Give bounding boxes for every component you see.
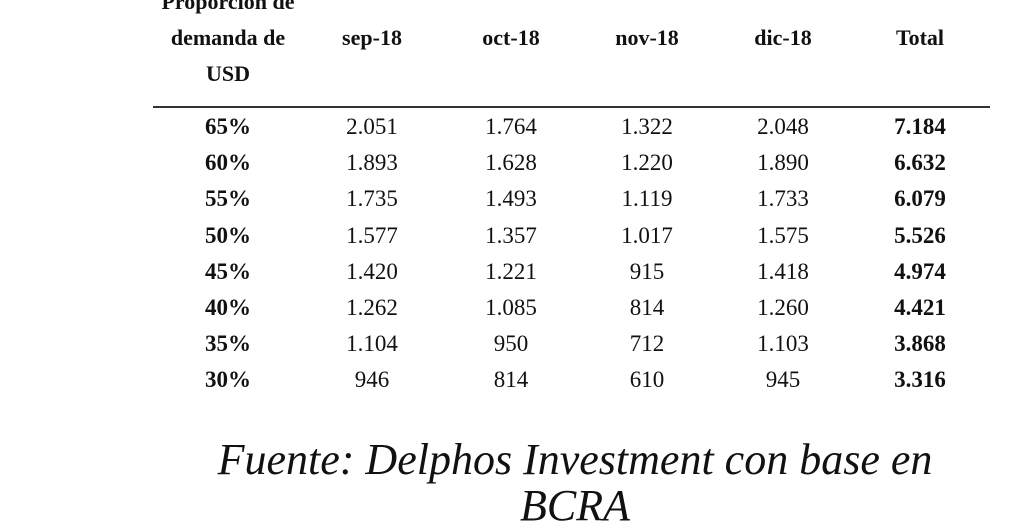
table-cell: 1.322 <box>621 114 673 139</box>
table-cell: 1.628 <box>485 150 537 176</box>
table-cell: 5.526 <box>894 222 946 248</box>
row-label: 35% <box>205 331 251 357</box>
table-cell: 1.221 <box>485 258 537 284</box>
table-cell: 1.017 <box>621 222 673 248</box>
row-label: 30% <box>205 367 251 393</box>
row-label: 65% <box>205 114 251 139</box>
table-cell: 1.575 <box>757 222 809 248</box>
table-cell: 7.184 <box>894 114 946 139</box>
table-cell: 4.421 <box>894 295 946 320</box>
table-cell: 950 <box>493 331 529 357</box>
table-cell: 1.893 <box>346 150 398 176</box>
header-rule <box>153 106 990 108</box>
source-note: Fuente: Delphos Investment con base en B… <box>217 435 933 530</box>
table-cell: 1.104 <box>346 331 398 357</box>
table-cell: 814 <box>493 367 529 393</box>
row-label: 55% <box>205 186 251 212</box>
column-header: Total <box>895 25 945 50</box>
table-cell: 2.051 <box>346 114 398 139</box>
table-cell: 1.103 <box>757 331 809 357</box>
table-cell: 1.357 <box>485 222 537 248</box>
table-cell: 1.890 <box>757 150 809 176</box>
table-cell: 1.119 <box>621 186 673 212</box>
table-cell: 1.260 <box>757 295 809 320</box>
table-cell: 1.577 <box>346 222 398 248</box>
table-cell: 3.868 <box>894 331 946 357</box>
table-cell: 1.493 <box>485 186 537 212</box>
column-header: nov-18 <box>615 25 679 50</box>
row-label: 40% <box>205 295 251 320</box>
table-cell: 712 <box>629 331 665 357</box>
row-label: 50% <box>205 222 251 248</box>
table-cell: 945 <box>765 367 801 393</box>
table-cell: 1.733 <box>757 186 809 212</box>
table-cell: 1.418 <box>757 258 809 284</box>
row-label: 60% <box>205 150 251 176</box>
table-cell: 6.079 <box>894 186 946 212</box>
table-cell: 4.974 <box>894 258 946 284</box>
table-cell: 1.764 <box>485 114 537 139</box>
table-cell: 2.048 <box>757 114 809 139</box>
table-cell: 1.735 <box>346 186 398 212</box>
table-cell: 1.420 <box>346 258 398 284</box>
table-cell: 6.632 <box>894 150 946 176</box>
table-cell: 3.316 <box>894 367 946 393</box>
column-header: oct-18 <box>482 25 540 50</box>
table-cell: 915 <box>629 258 665 284</box>
column-header: sep-18 <box>342 25 402 50</box>
table-cell: 1.262 <box>346 295 398 320</box>
column-header: dic-18 <box>754 25 812 50</box>
row-label: 45% <box>205 258 251 284</box>
table-cell: 610 <box>629 367 665 393</box>
table-cell: 1.220 <box>621 150 673 176</box>
table-cell: 814 <box>629 295 665 320</box>
table-cell: 946 <box>354 367 390 393</box>
table-cell: 1.085 <box>485 295 537 320</box>
column-header: Proporción de demanda de USD <box>161 0 295 86</box>
page: {"table": { "header": ["Proporción de de… <box>153 0 990 529</box>
